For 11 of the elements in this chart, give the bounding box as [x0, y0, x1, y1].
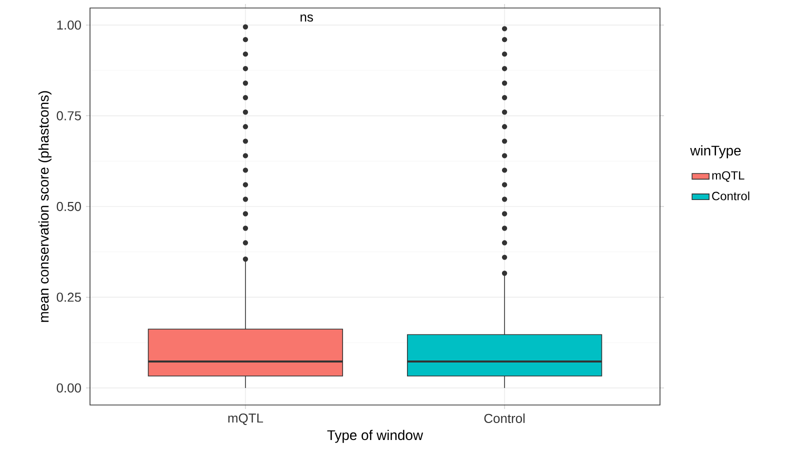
y-tick-label: 0.25	[56, 292, 81, 302]
legend-label: mQTL	[712, 171, 744, 182]
y-tick-label: 0.75	[56, 111, 81, 120]
y-tick-label: 0.50	[56, 202, 81, 212]
x-axis-title: Type of window	[327, 430, 424, 443]
legend-title: winType	[690, 145, 741, 158]
y-tick-label: 1.00	[57, 20, 81, 30]
annotation: ns	[300, 14, 313, 22]
y-axis-title: mean conservation score (phastcons)	[38, 91, 52, 322]
legend-label: Control	[712, 191, 750, 200]
y-tick-label: 0.00	[56, 383, 81, 393]
